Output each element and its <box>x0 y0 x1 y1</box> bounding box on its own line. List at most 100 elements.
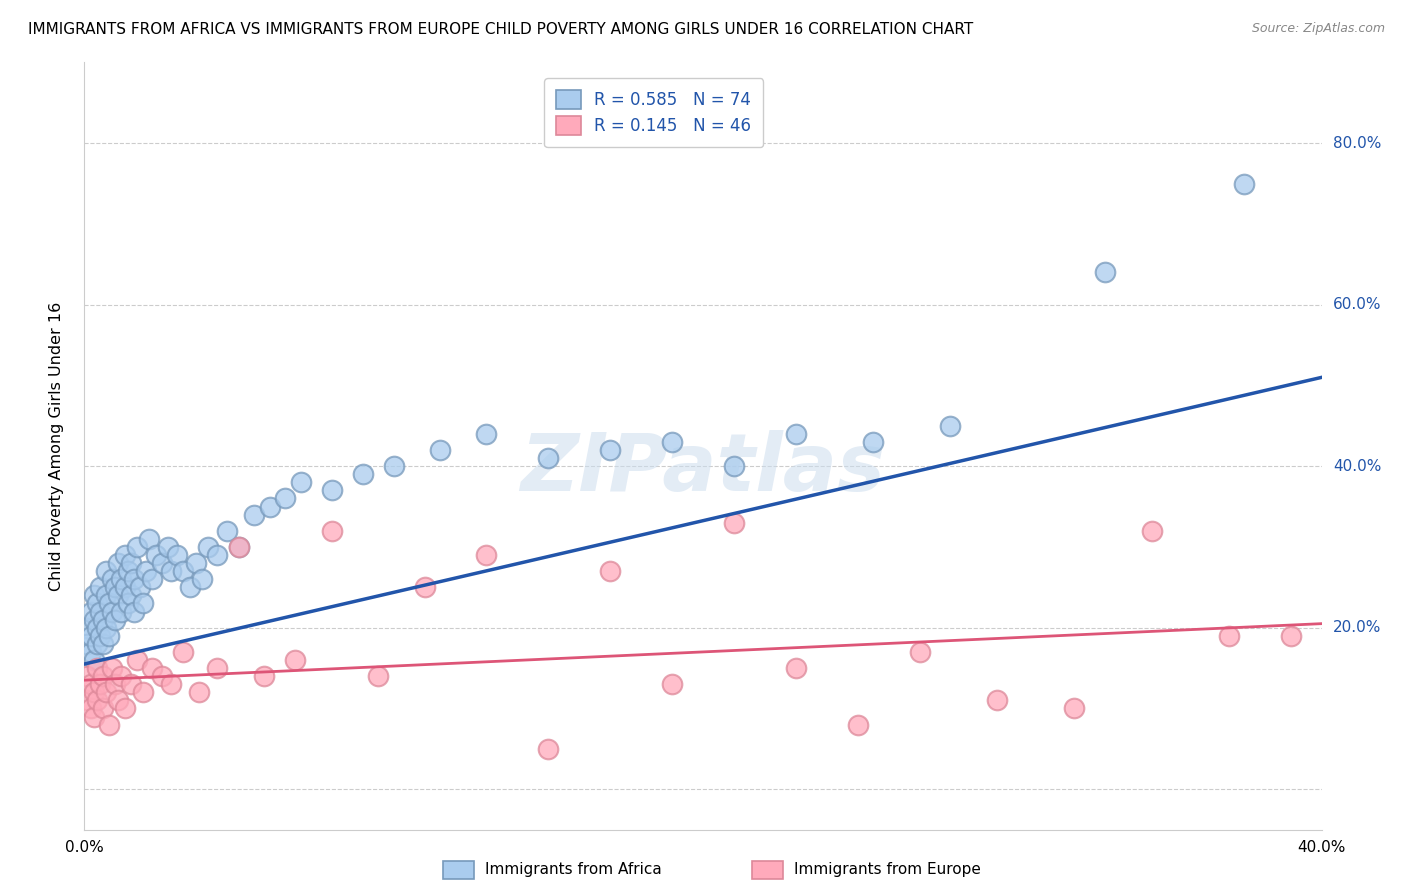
Point <box>117 597 139 611</box>
Point <box>110 605 132 619</box>
Point <box>785 661 807 675</box>
Point <box>475 548 498 562</box>
Legend: R = 0.585   N = 74, R = 0.145   N = 46: R = 0.585 N = 74, R = 0.145 N = 46 <box>544 78 763 147</box>
Point <box>160 564 183 578</box>
Point <box>86 621 108 635</box>
Point <box>91 613 114 627</box>
Point <box>107 556 129 570</box>
Point <box>172 564 194 578</box>
Point <box>661 434 683 449</box>
Point <box>197 540 219 554</box>
Point <box>243 508 266 522</box>
Point <box>79 677 101 691</box>
Point <box>76 621 98 635</box>
Point <box>98 597 121 611</box>
Text: IMMIGRANTS FROM AFRICA VS IMMIGRANTS FROM EUROPE CHILD POVERTY AMONG GIRLS UNDER: IMMIGRANTS FROM AFRICA VS IMMIGRANTS FRO… <box>28 22 973 37</box>
Point <box>537 451 560 466</box>
Point <box>599 564 621 578</box>
Point <box>79 645 101 659</box>
Point <box>141 661 163 675</box>
Point <box>179 580 201 594</box>
Point <box>166 548 188 562</box>
Point <box>132 685 155 699</box>
Point <box>107 588 129 602</box>
Point <box>79 701 101 715</box>
Point <box>274 491 297 506</box>
Point <box>83 709 105 723</box>
Point <box>1063 701 1085 715</box>
Point <box>132 597 155 611</box>
Point <box>1233 177 1256 191</box>
Point <box>284 653 307 667</box>
Point <box>94 588 117 602</box>
Text: 60.0%: 60.0% <box>1333 297 1381 312</box>
Point <box>862 434 884 449</box>
Point <box>228 540 250 554</box>
Point <box>846 717 869 731</box>
Text: 40.0%: 40.0% <box>1333 458 1381 474</box>
Point <box>160 677 183 691</box>
Point <box>120 556 142 570</box>
Point <box>321 524 343 538</box>
Point <box>83 613 105 627</box>
Point <box>429 443 451 458</box>
Point <box>79 605 101 619</box>
Point <box>107 693 129 707</box>
Point <box>76 637 98 651</box>
Point <box>413 580 436 594</box>
Point <box>145 548 167 562</box>
Point <box>94 621 117 635</box>
Point <box>76 669 98 683</box>
Point <box>117 564 139 578</box>
Point <box>259 500 281 514</box>
Point <box>101 605 124 619</box>
Point <box>150 669 173 683</box>
Point <box>125 540 148 554</box>
Point <box>86 661 108 675</box>
Point <box>141 572 163 586</box>
Point <box>120 677 142 691</box>
Point <box>104 613 127 627</box>
Text: Source: ZipAtlas.com: Source: ZipAtlas.com <box>1251 22 1385 36</box>
Point <box>599 443 621 458</box>
Point <box>76 693 98 707</box>
Y-axis label: Child Poverty Among Girls Under 16: Child Poverty Among Girls Under 16 <box>49 301 63 591</box>
Point <box>104 677 127 691</box>
Point <box>1140 524 1163 538</box>
Point <box>98 629 121 643</box>
Point <box>172 645 194 659</box>
Point <box>91 637 114 651</box>
Point <box>89 629 111 643</box>
Point <box>290 475 312 490</box>
Point <box>382 459 405 474</box>
Point <box>120 588 142 602</box>
Point <box>661 677 683 691</box>
Point <box>101 661 124 675</box>
Point <box>86 637 108 651</box>
Point <box>91 669 114 683</box>
Point <box>352 467 374 482</box>
Point <box>122 572 145 586</box>
Point <box>94 685 117 699</box>
Point <box>89 677 111 691</box>
Point <box>1094 265 1116 279</box>
Point <box>191 572 214 586</box>
Point <box>986 693 1008 707</box>
Point <box>228 540 250 554</box>
Text: ZIPatlas: ZIPatlas <box>520 430 886 508</box>
Point <box>908 645 931 659</box>
Point <box>723 459 745 474</box>
Point <box>537 741 560 756</box>
Point <box>1218 629 1240 643</box>
Point <box>207 548 229 562</box>
Point <box>187 685 209 699</box>
Point <box>207 661 229 675</box>
Point <box>122 605 145 619</box>
Point <box>98 717 121 731</box>
Point <box>156 540 179 554</box>
Point <box>253 669 276 683</box>
Point <box>83 653 105 667</box>
Point <box>125 653 148 667</box>
Point <box>86 597 108 611</box>
Point <box>367 669 389 683</box>
